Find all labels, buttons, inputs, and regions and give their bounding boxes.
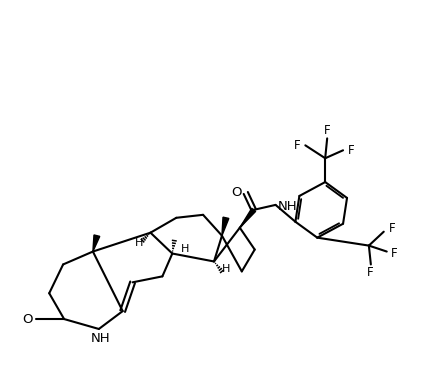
Text: F: F — [324, 124, 331, 137]
Text: F: F — [348, 144, 354, 157]
Text: O: O — [22, 312, 33, 326]
Polygon shape — [240, 208, 256, 228]
Text: H: H — [135, 238, 143, 248]
Text: NH: NH — [278, 200, 297, 214]
Text: F: F — [388, 222, 395, 235]
Text: H: H — [181, 244, 189, 253]
Polygon shape — [222, 217, 229, 236]
Text: H: H — [222, 264, 230, 274]
Text: F: F — [366, 266, 373, 279]
Text: O: O — [232, 187, 242, 200]
Polygon shape — [93, 235, 100, 252]
Text: F: F — [294, 139, 301, 152]
Text: F: F — [391, 247, 398, 260]
Text: NH: NH — [91, 332, 111, 345]
